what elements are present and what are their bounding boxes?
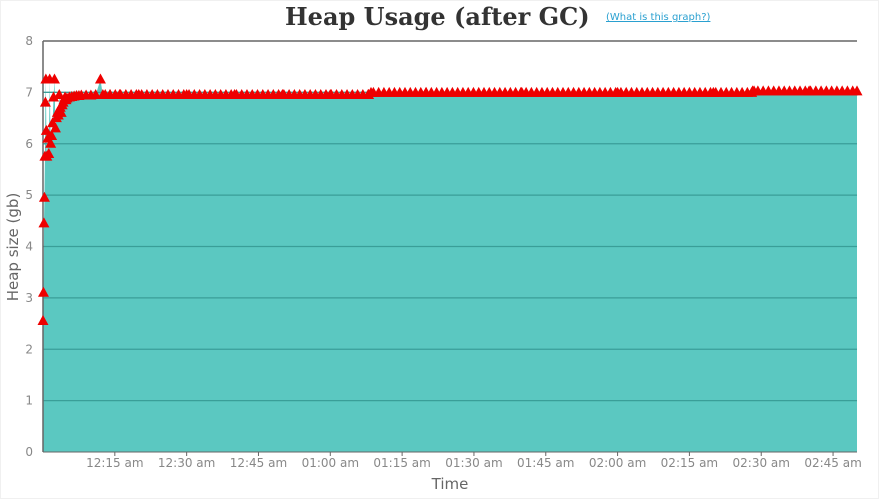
data-point-marker — [45, 137, 57, 148]
y-tick-label: 2 — [25, 342, 33, 356]
x-tick-label: 01:15 am — [373, 456, 430, 470]
data-point-marker — [49, 122, 61, 133]
data-point-marker — [39, 96, 51, 107]
y-tick-label: 5 — [25, 188, 33, 202]
data-point-marker — [46, 130, 58, 141]
data-markers — [37, 73, 863, 325]
data-point-marker — [40, 124, 52, 135]
x-tick-label: 12:30 am — [158, 456, 215, 470]
data-point-marker — [53, 88, 65, 99]
y-tick-label: 1 — [25, 394, 33, 408]
data-point-marker — [90, 88, 102, 99]
x-tick-label: 12:45 am — [230, 456, 287, 470]
y-tick-label: 4 — [25, 240, 33, 254]
y-tick-label: 6 — [25, 137, 33, 151]
data-point-marker — [847, 85, 859, 96]
x-tick-label: 02:00 am — [589, 456, 646, 470]
y-tick-label: 0 — [25, 445, 33, 459]
x-tick-label: 02:30 am — [733, 456, 790, 470]
x-tick-label: 01:30 am — [445, 456, 502, 470]
data-point-marker — [94, 73, 106, 84]
y-axis-ticks: 0 1 2 3 4 5 6 7 8 — [25, 34, 33, 459]
y-tick-label: 7 — [25, 85, 33, 99]
chart-title: Heap Usage (after GC) — [285, 2, 590, 31]
x-tick-label: 01:45 am — [517, 456, 574, 470]
data-point-marker — [37, 314, 49, 325]
data-point-marker — [38, 217, 50, 228]
data-point-marker — [43, 148, 55, 159]
data-point-marker — [37, 286, 49, 297]
y-axis-label: Heap size (gb) — [4, 193, 22, 302]
x-axis-label: Time — [431, 475, 469, 493]
x-tick-label: 01:00 am — [302, 456, 359, 470]
heap-area — [43, 79, 857, 452]
y-tick-label: 8 — [25, 34, 33, 48]
data-point-marker — [48, 91, 60, 102]
x-tick-label: 12:15 am — [86, 456, 143, 470]
data-point-marker — [48, 73, 60, 84]
data-point-marker — [55, 106, 67, 117]
y-tick-label: 3 — [25, 291, 33, 305]
what-is-this-graph-link[interactable]: (What is this graph?) — [606, 12, 711, 23]
x-tick-label: 02:15 am — [661, 456, 718, 470]
data-point-marker — [38, 191, 50, 202]
x-tick-label: 02:45 am — [804, 456, 861, 470]
x-axis-ticks: 12:15 am 12:30 am 12:45 am 01:00 am 01:15 am… — [86, 452, 862, 470]
axes — [42, 40, 857, 453]
